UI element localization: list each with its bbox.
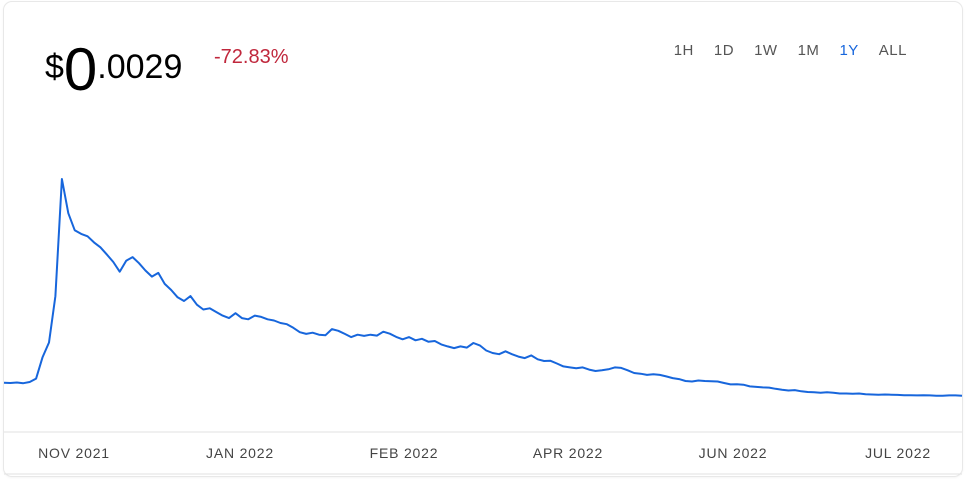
currency-symbol: $ bbox=[45, 48, 64, 86]
x-tick-label: APR 2022 bbox=[533, 445, 603, 461]
price-series-line bbox=[3, 178, 963, 397]
time-range-selector: 1H 1D 1W 1M 1Y ALL bbox=[664, 42, 917, 59]
price-decimal: .0029 bbox=[97, 48, 183, 86]
range-button-1y[interactable]: 1Y bbox=[839, 42, 859, 59]
range-button-1d[interactable]: 1D bbox=[713, 42, 735, 59]
x-tick-label: JAN 2022 bbox=[206, 445, 274, 461]
range-button-all[interactable]: ALL bbox=[878, 42, 907, 59]
x-tick-label: JUL 2022 bbox=[865, 445, 931, 461]
x-tick-label: JUN 2022 bbox=[699, 445, 768, 461]
range-button-1w[interactable]: 1W bbox=[754, 42, 778, 59]
current-price: $0.0029 bbox=[45, 40, 182, 100]
plot-area bbox=[3, 178, 963, 397]
range-button-1m[interactable]: 1M bbox=[797, 42, 820, 59]
range-button-1h[interactable]: 1H bbox=[673, 42, 694, 59]
x-tick-label: FEB 2022 bbox=[370, 445, 439, 461]
price-integer: 0 bbox=[63, 36, 98, 103]
chart-card bbox=[4, 2, 962, 476]
x-axis-ticks: NOV 2021 JAN 2022 FEB 2022 APR 2022 JUN 2022… bbox=[38, 445, 931, 461]
price-change-percent: -72.83% bbox=[214, 46, 289, 68]
x-tick-label: NOV 2021 bbox=[38, 445, 110, 461]
